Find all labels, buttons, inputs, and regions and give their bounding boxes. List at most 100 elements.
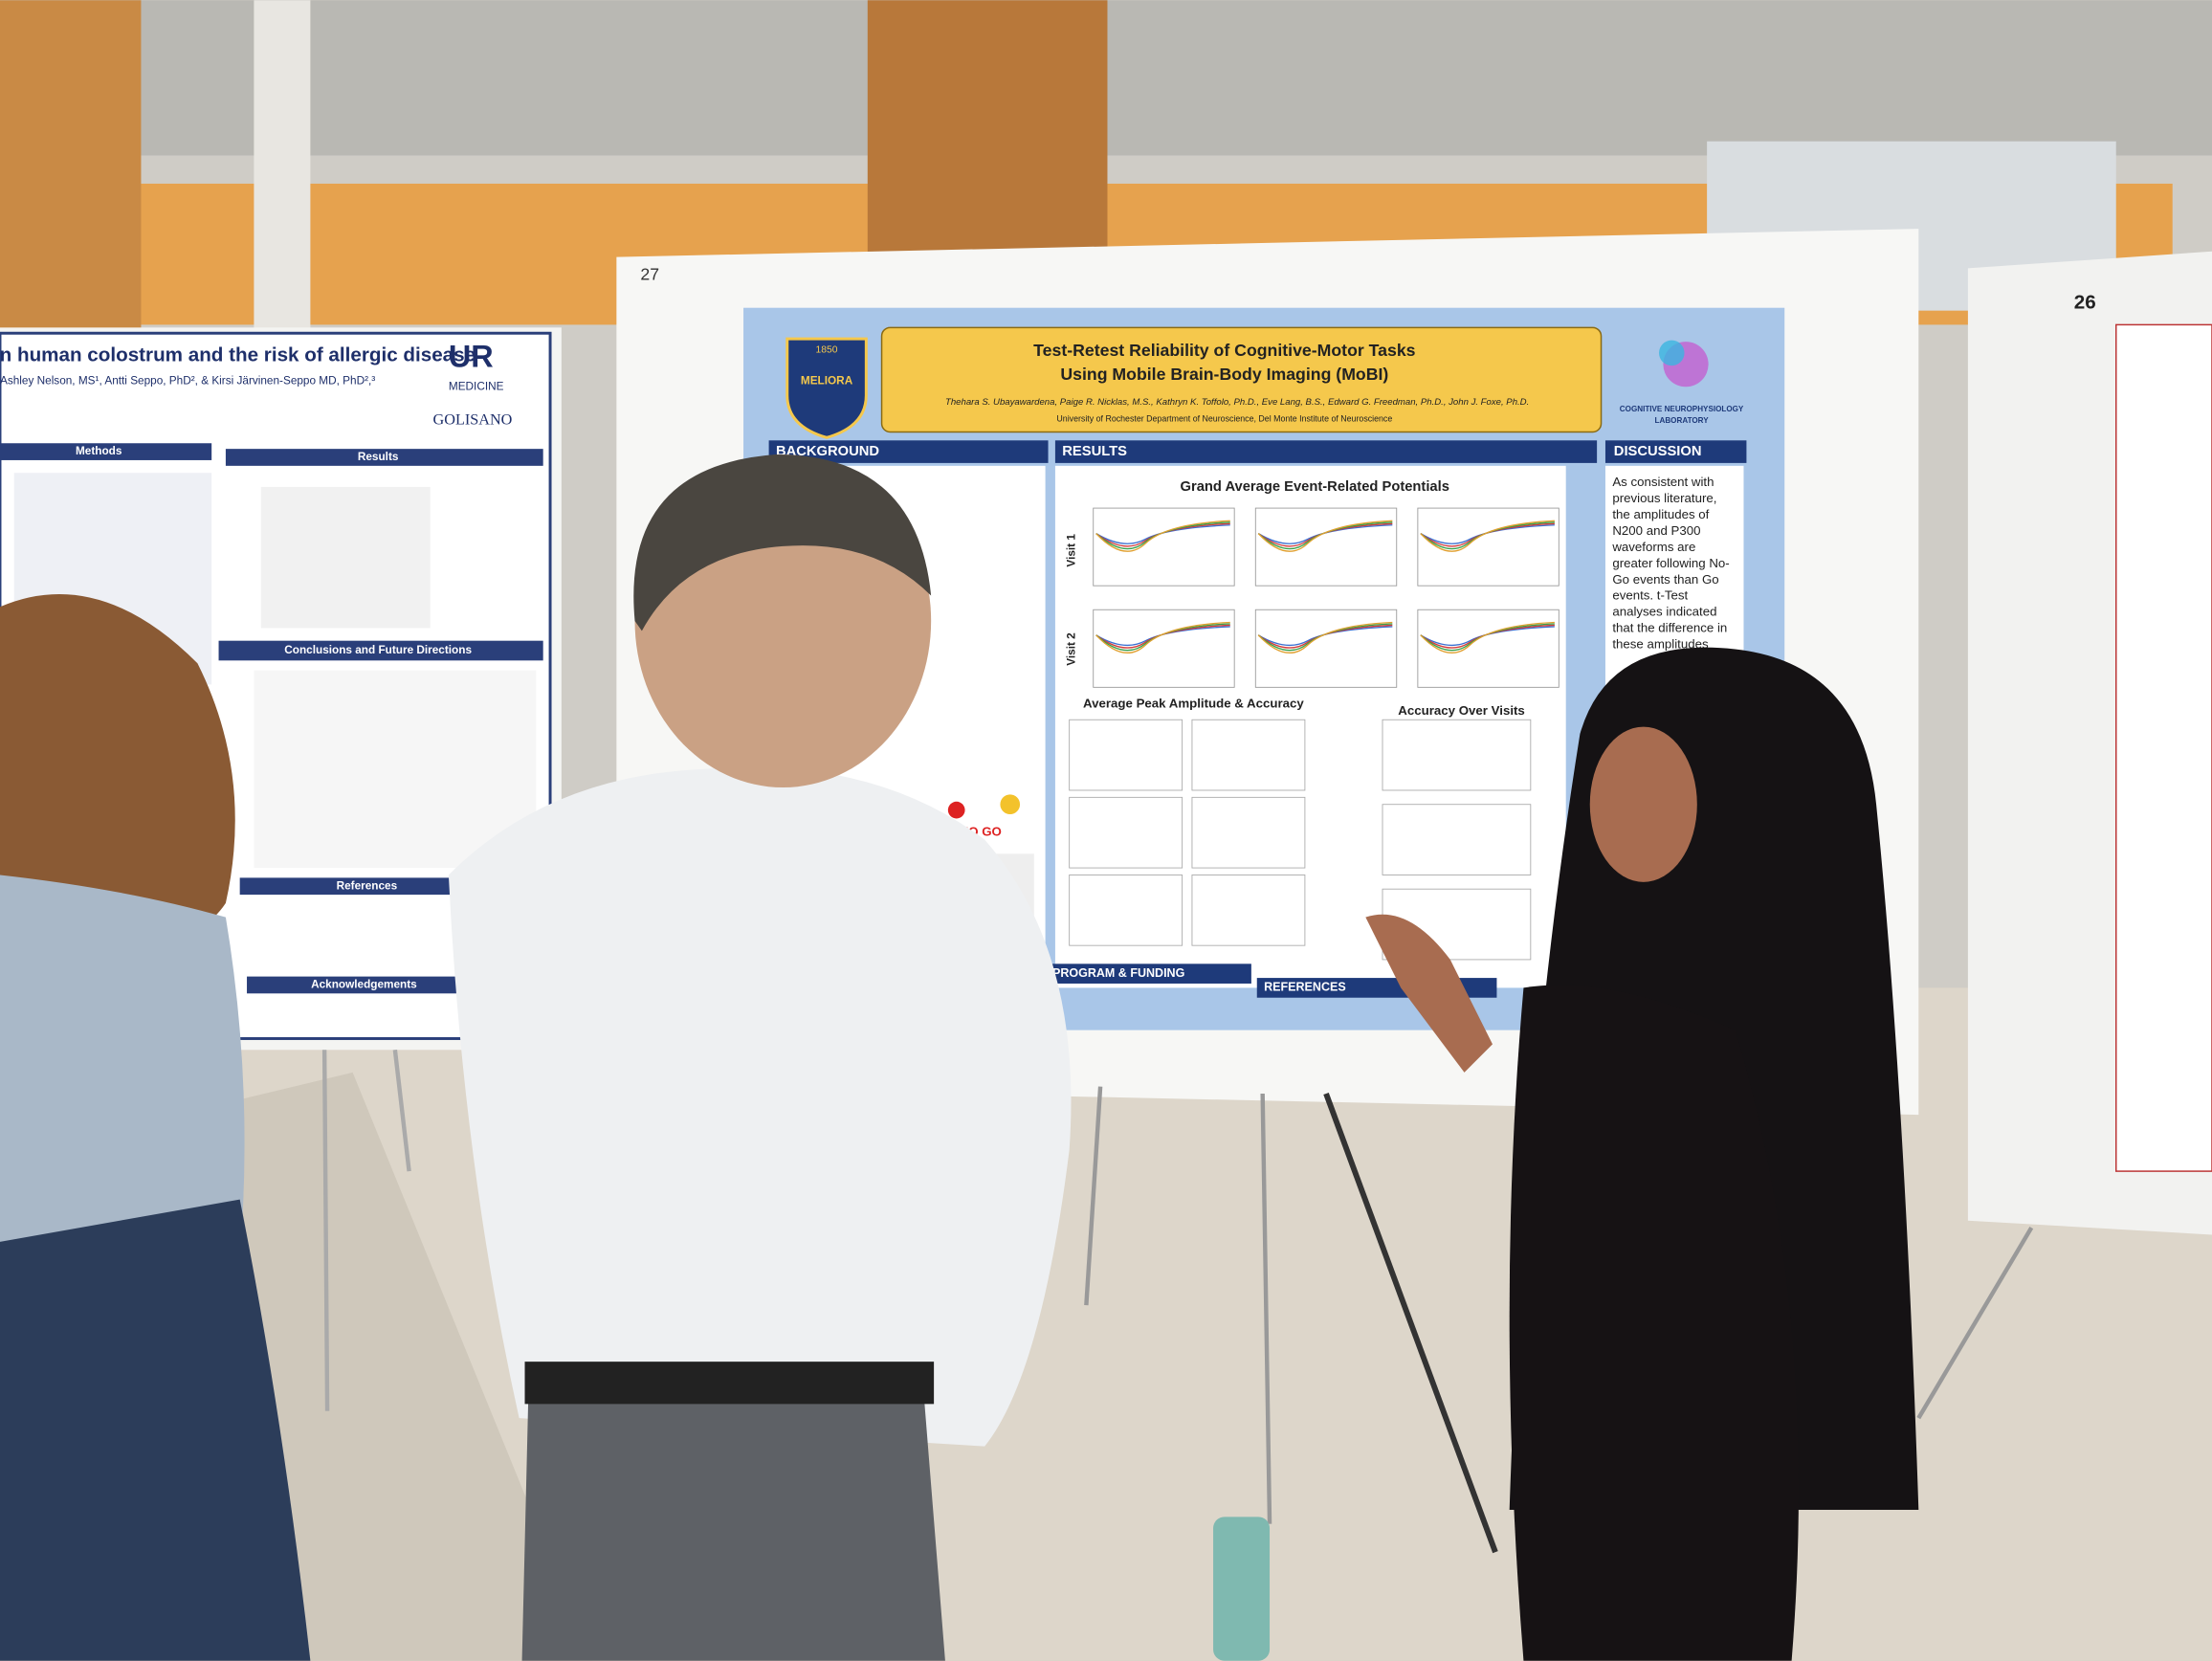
- waveform: [1420, 624, 1555, 649]
- discussion-line: Go events than Go: [1612, 572, 1718, 587]
- waveform: [1095, 522, 1230, 547]
- poster-authors: Thehara S. Ubayawardena, Paige R. Nickla…: [945, 397, 1529, 408]
- poster-title: Test-Retest Reliability of Cognitive-Mot…: [1033, 341, 1415, 360]
- waveform: [1420, 522, 1555, 547]
- section-heading: REFERENCES: [1264, 981, 1346, 994]
- plot-frame: [1069, 796, 1183, 869]
- section-bar: [225, 449, 543, 466]
- lab-name: COGNITIVE NEUROPHYSIOLOGY: [1620, 405, 1744, 413]
- discussion-line: that the difference in: [1612, 621, 1727, 635]
- board-number: 27: [640, 264, 659, 283]
- erp-plots: [1069, 507, 1559, 961]
- cherry-icon: [947, 801, 965, 819]
- discussion-line: previous literature,: [1612, 491, 1716, 505]
- plot-frame: [1093, 609, 1235, 688]
- plot-frame: [1254, 507, 1398, 587]
- waveform: [1257, 524, 1393, 544]
- section-heading: References: [337, 879, 398, 892]
- seal: [785, 337, 868, 439]
- figure-title: Accuracy Over Visits: [1398, 703, 1525, 718]
- section-heading: Methods: [76, 445, 122, 457]
- water-bottle: [1213, 1517, 1271, 1661]
- section-heading: Acknowledgements: [311, 979, 417, 991]
- waveform: [1420, 626, 1555, 647]
- waveform: [1257, 626, 1393, 647]
- easel-leg: [1260, 1093, 1272, 1524]
- discussion-line: these amplitudes: [1612, 637, 1709, 652]
- plot-frame: [1069, 875, 1183, 946]
- waveform: [1095, 626, 1230, 647]
- curly-hair: [0, 594, 235, 936]
- plot-frame: [1254, 609, 1398, 688]
- discussion-line: analyses indicated: [1612, 605, 1716, 619]
- section-heading: Conclusions and Future Directions: [284, 644, 472, 656]
- man-trousers: [521, 1368, 945, 1661]
- sponsor: GOLISANO: [433, 410, 513, 428]
- section-bar: [1604, 440, 1747, 463]
- person-jeans: [0, 1199, 311, 1661]
- column: [254, 0, 311, 340]
- person-shirt: [0, 875, 245, 1256]
- wood-column: [0, 0, 142, 340]
- board-number: 26: [2074, 292, 2096, 314]
- discussion-line: events. t-Test: [1612, 588, 1688, 603]
- easel-leg: [1916, 1226, 2034, 1420]
- plot-frame: [1417, 507, 1559, 587]
- sun-icon: [1000, 794, 1021, 815]
- easel-leg: [1323, 1092, 1498, 1554]
- section-heading: PROGRAM & FUNDING: [1052, 966, 1184, 980]
- lab-logo: [1659, 340, 1685, 366]
- poster-title: of IgA in human colostrum and the risk o…: [0, 343, 476, 365]
- logo: UR: [449, 339, 494, 373]
- waveform: [1257, 520, 1393, 552]
- poster-authors: Ashley Nelson, MS¹, Antti Seppo, PhD², &…: [0, 374, 375, 387]
- section-heading: DISCUSSION: [1614, 444, 1702, 459]
- figure-title: Average Peak Amplitude & Accuracy: [1083, 697, 1304, 711]
- plot-frame: [1093, 507, 1235, 587]
- woman-dress: [1509, 985, 1799, 1661]
- section-heading: RESULTS: [1062, 444, 1127, 459]
- waveform: [1095, 623, 1230, 652]
- waveform: [1257, 522, 1393, 547]
- waveform: [1095, 621, 1230, 653]
- waveform: [1420, 621, 1555, 653]
- waveform: [1095, 521, 1230, 550]
- discussion-line: waveforms are: [1611, 540, 1695, 554]
- plot-frame: [1382, 719, 1532, 791]
- discussion-line: N200 and P300: [1612, 523, 1700, 538]
- section-bar: [218, 640, 543, 661]
- section-bar: [1047, 963, 1251, 984]
- discussion-line: greater following No-: [1612, 556, 1729, 570]
- discussion-line: As consistent with: [1612, 475, 1714, 489]
- waveform: [1095, 524, 1230, 544]
- poster-title: Using Mobile Brain-Body Imaging (MoBI): [1060, 365, 1388, 384]
- section-bar: [768, 440, 1049, 463]
- plot-frame: [1417, 609, 1559, 688]
- lab-name: LABORATORY: [1655, 416, 1710, 425]
- man-shirt: [448, 766, 1072, 1447]
- poster-affiliation: University of Rochester Department of Ne…: [1056, 414, 1392, 424]
- title-box: [880, 326, 1603, 433]
- waveform: [1095, 520, 1230, 552]
- text-block: [254, 670, 537, 869]
- discussion-line: the amplitudes of: [1612, 507, 1709, 521]
- figure: [260, 486, 431, 629]
- discussion-text: As consistent with previous literature, th…: [1611, 475, 1729, 652]
- section-heading: BACKGROUND: [776, 444, 879, 459]
- waveform: [1420, 623, 1555, 652]
- section-bar: [247, 976, 501, 994]
- row-label: Visit 1: [1066, 534, 1078, 567]
- plot-frame: [1382, 804, 1532, 875]
- woman-hand: [1365, 914, 1493, 1073]
- man-hair: [633, 454, 932, 631]
- plot-frame: [1191, 719, 1306, 791]
- waveform: [1257, 521, 1393, 550]
- wood-column: [867, 0, 1108, 255]
- seal-motto: MELIORA: [801, 374, 853, 387]
- poster: [2114, 323, 2212, 1172]
- figure-title: Grand Average Event-Related Potentials: [1181, 479, 1449, 495]
- waveform: [1257, 621, 1393, 653]
- plot-frame: [1191, 875, 1306, 946]
